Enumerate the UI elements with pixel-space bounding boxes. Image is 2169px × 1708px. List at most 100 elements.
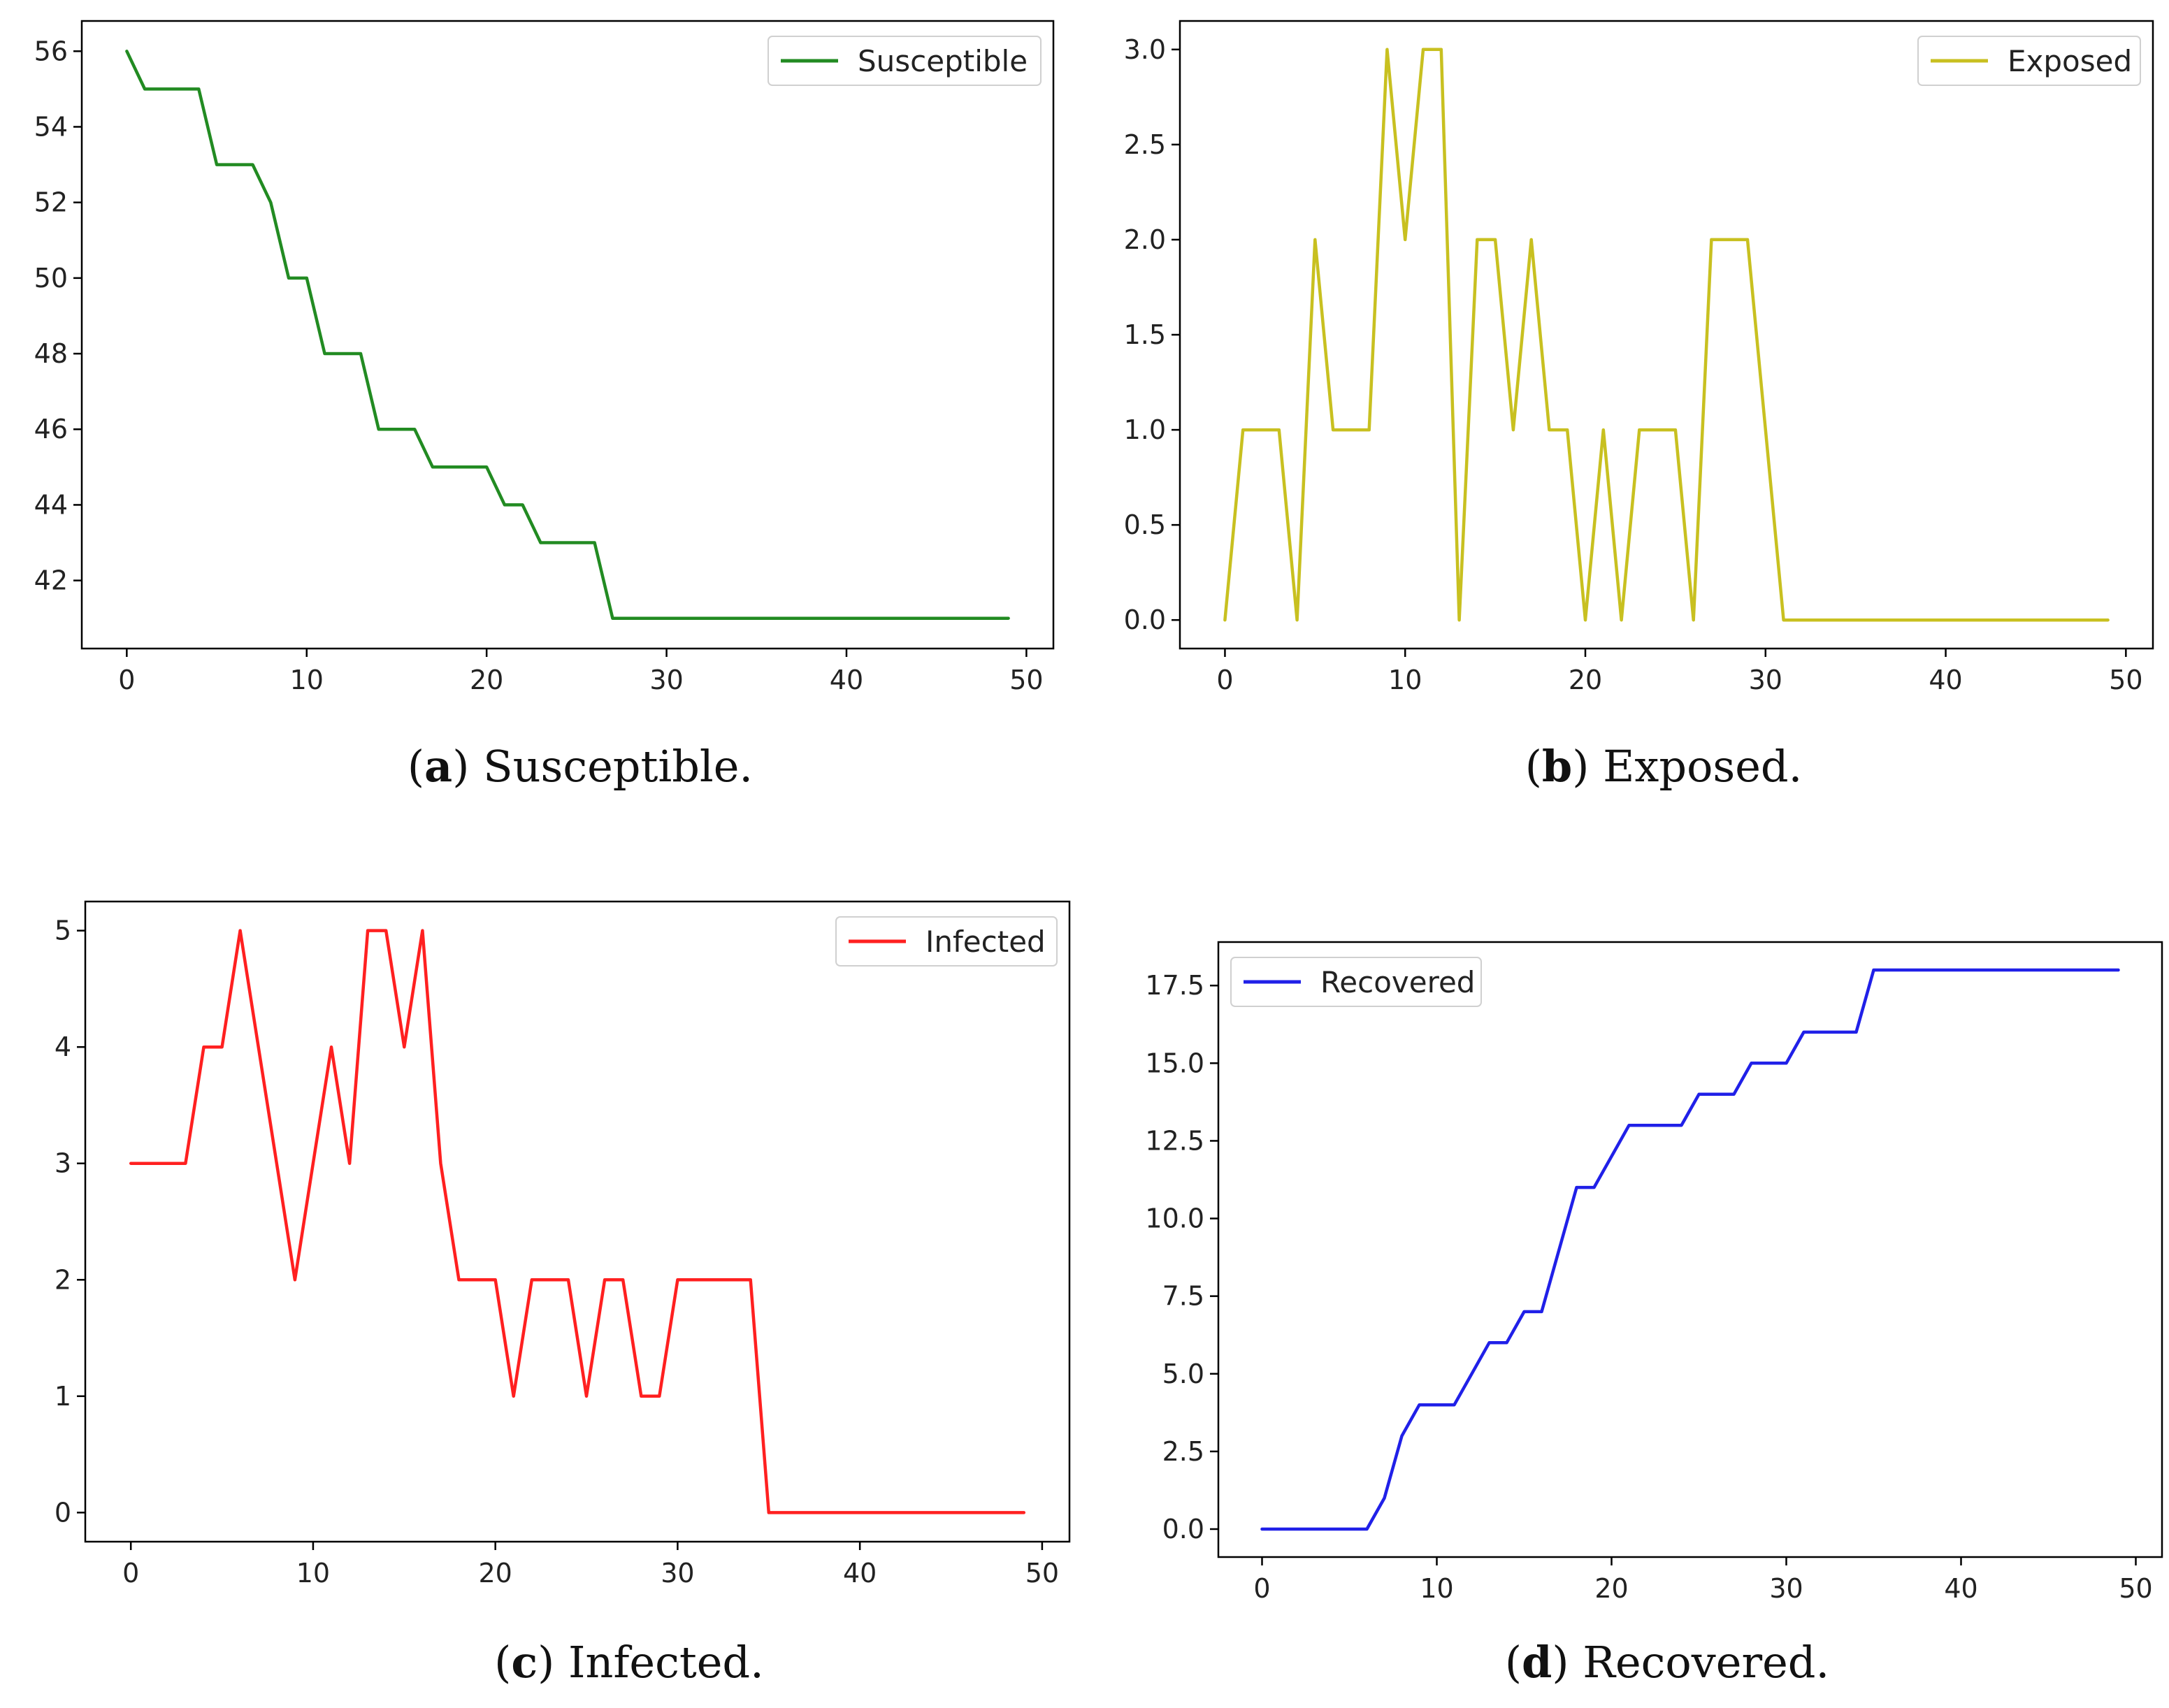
data-point	[1627, 1123, 1631, 1127]
caption-text: Exposed.	[1603, 741, 1802, 792]
data-point	[1980, 618, 1984, 622]
data-point	[1330, 1527, 1334, 1531]
x-tick-label: 30	[649, 665, 683, 695]
data-point	[1854, 618, 1858, 622]
data-point	[402, 1045, 406, 1049]
data-point	[700, 616, 705, 621]
x-axis: 0 10 20 30 40 50	[122, 1542, 1059, 1588]
data-point	[858, 1510, 862, 1514]
data-point	[2029, 968, 2033, 972]
data-point	[293, 1278, 297, 1282]
x-tick-label: 20	[1594, 1573, 1628, 1604]
data-point	[1348, 1527, 1352, 1531]
caption-text: Infected.	[568, 1637, 764, 1688]
x-tick-label: 10	[1420, 1573, 1453, 1604]
data-point	[1994, 968, 1998, 972]
data-point	[1278, 1527, 1282, 1531]
data-point	[384, 929, 388, 933]
data-point	[530, 1278, 534, 1282]
data-point	[1022, 1510, 1026, 1514]
x-tick-label: 40	[843, 1558, 877, 1588]
data-point	[1383, 1496, 1387, 1500]
x-tick-label: 20	[478, 1558, 512, 1588]
data-point	[1457, 618, 1462, 622]
data-point	[1819, 1030, 1824, 1034]
data-point	[1400, 1434, 1404, 1438]
data-point	[2106, 618, 2110, 622]
data-point	[1418, 1403, 1422, 1407]
data-point	[503, 502, 507, 507]
data-point	[1907, 968, 1911, 972]
y-tick-label: 2.5	[1162, 1436, 1204, 1467]
y-tick-label: 1	[55, 1381, 71, 1412]
data-point	[466, 465, 470, 469]
data-point	[2082, 968, 2086, 972]
data-point	[1799, 618, 1803, 622]
x-tick-label: 30	[661, 1558, 694, 1588]
legend-label: Exposed	[2008, 44, 2132, 78]
data-point	[785, 1510, 789, 1514]
data-point	[196, 87, 201, 91]
panel-infected: 0 10 20 30 40 50 0 1 2 3 4 5 Infected (c) Infected…	[55, 900, 1071, 1688]
data-point	[395, 427, 399, 431]
legend: Susceptible	[768, 36, 1042, 86]
data-point	[183, 1161, 187, 1166]
data-point	[1313, 1527, 1317, 1531]
data-point	[1908, 618, 1912, 622]
y-tick-label: 12.5	[1145, 1125, 1204, 1156]
data-point	[1575, 1185, 1579, 1189]
y-tick-label: 52	[34, 187, 68, 218]
data-point	[844, 616, 849, 621]
data-point	[1260, 1527, 1264, 1531]
data-point	[1367, 428, 1371, 432]
data-point	[493, 1278, 498, 1282]
data-point	[1889, 618, 1894, 622]
data-point	[639, 1394, 643, 1398]
plot-frame	[84, 900, 1071, 1543]
data-point	[621, 1278, 625, 1282]
data-point	[1223, 618, 1227, 622]
data-point	[1004, 1510, 1008, 1514]
data-point	[1750, 1061, 1754, 1065]
data-point	[575, 541, 579, 545]
y-axis: 0.0 2.5 5.0 7.5 10.0 12.5 15.0 17.5	[1145, 970, 1218, 1544]
series-layer	[125, 50, 1010, 621]
series-layer	[1223, 48, 2110, 622]
y-tick-label: 54	[34, 111, 68, 142]
data-point	[1435, 1403, 1439, 1407]
data-point	[1470, 1372, 1474, 1376]
x-tick-label: 0	[118, 665, 135, 695]
data-point	[1782, 618, 1786, 622]
data-point	[359, 352, 363, 356]
data-point	[1889, 968, 1894, 972]
y-tick-label: 0.5	[1124, 509, 1166, 540]
data-point	[377, 427, 381, 431]
data-point	[323, 352, 327, 356]
y-tick-label: 48	[34, 338, 68, 369]
data-point	[2052, 618, 2056, 622]
data-point	[2070, 618, 2074, 622]
data-point	[347, 1161, 352, 1166]
data-point	[749, 1278, 753, 1282]
data-point	[809, 616, 813, 621]
data-point	[876, 1510, 880, 1514]
legend-box	[1917, 36, 2141, 86]
caption: (b) Exposed.	[1525, 741, 1803, 792]
y-tick-label: 2.0	[1124, 224, 1166, 255]
caption: (d) Recovered.	[1505, 1637, 1829, 1688]
legend-box	[1230, 957, 1482, 1007]
caption-letter: b	[1542, 741, 1572, 792]
x-tick-label: 10	[296, 1558, 330, 1588]
data-point	[305, 276, 309, 280]
data-point	[821, 1510, 826, 1514]
y-tick-label: 2	[55, 1264, 71, 1295]
data-point	[165, 1161, 169, 1166]
data-point	[1511, 428, 1515, 432]
data-point	[1692, 618, 1696, 622]
data-point	[311, 1161, 315, 1166]
x-tick-label: 40	[1929, 665, 1962, 695]
data-point	[2117, 968, 2121, 972]
data-point	[791, 616, 795, 621]
x-tick-label: 50	[2119, 1573, 2152, 1604]
series-line-susceptible	[125, 50, 1010, 620]
